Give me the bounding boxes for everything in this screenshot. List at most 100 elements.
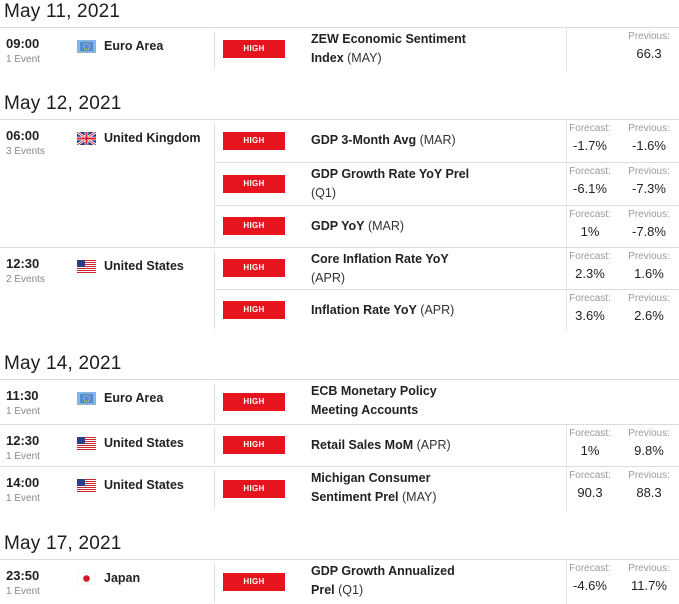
event-row[interactable]: HIGH Inflation Rate YoY (APR) Forecast: 3.6… <box>214 289 679 331</box>
previous-label: Previous: <box>628 209 670 220</box>
event-title[interactable]: Michigan Consumer Sentiment Prel (MAY) <box>311 469 471 507</box>
forecast-value: 2.3% <box>575 266 605 281</box>
values-divider <box>566 289 567 331</box>
previous-label: Previous: <box>628 470 670 481</box>
euro-area-flag-icon <box>77 392 96 405</box>
column-divider <box>214 383 215 422</box>
event-row[interactable]: HIGH ECB Monetary Policy Meeting Accounts <box>214 379 679 424</box>
forecast-value: 90.3 <box>577 485 603 500</box>
forecast-label: Forecast: <box>569 563 611 574</box>
event-row[interactable]: HIGH GDP YoY (MAR) Forecast: 1% Previous: -7.… <box>214 205 679 247</box>
event-count: 2 Events <box>6 274 45 285</box>
previous-value: -7.8% <box>632 224 666 239</box>
event-period: (MAR) <box>367 219 405 233</box>
country-name: United States <box>104 436 184 450</box>
event-title[interactable]: GDP 3-Month Avg (MAR) <box>311 131 471 150</box>
previous-value: 1.6% <box>634 266 664 281</box>
event-count: 1 Event <box>6 586 40 597</box>
previous-value: 66.3 <box>636 46 662 61</box>
event-period: (Q1) <box>338 583 364 597</box>
forecast-label: Forecast: <box>569 293 611 304</box>
event-title[interactable]: ZEW Economic Sentiment Index (MAY) <box>311 30 471 68</box>
row-divider <box>214 289 679 290</box>
impact-badge: HIGH <box>223 436 285 454</box>
event-time: 06:00 <box>6 128 40 143</box>
event-name: Inflation Rate YoY <box>311 303 417 317</box>
us-flag-icon <box>77 437 96 450</box>
event-group: 11:30 1 Event Euro Area HIGH ECB Monetary Po… <box>0 379 679 424</box>
forecast-value: 3.6% <box>575 308 605 323</box>
previous-label: Previous: <box>628 166 670 177</box>
column-divider <box>214 470 215 509</box>
values-divider <box>566 424 567 466</box>
country-name: Euro Area <box>104 391 164 405</box>
values-divider <box>566 466 567 511</box>
event-time: 11:30 <box>6 388 39 403</box>
event-row[interactable]: HIGH GDP Growth Annualized Prel (Q1) Forec… <box>214 559 679 604</box>
event-row[interactable]: HIGH Retail Sales MoM (APR) Forecast: 1% Pre… <box>214 424 679 466</box>
forecast-value: -6.1% <box>573 181 607 196</box>
event-time: 12:30 <box>6 256 40 271</box>
event-group: 23:50 1 Event Japan HIGH GDP Growth Annualiz… <box>0 559 679 604</box>
previous-label: Previous: <box>628 31 670 42</box>
forecast-value: -4.6% <box>573 578 607 593</box>
forecast-label: Forecast: <box>569 470 611 481</box>
forecast-value: -1.7% <box>573 138 607 153</box>
divider <box>0 247 679 248</box>
impact-badge: HIGH <box>223 259 285 277</box>
us-flag-icon <box>77 260 96 273</box>
event-name: GDP 3-Month Avg <box>311 133 417 147</box>
event-title[interactable]: Core Inflation Rate YoY (APR) <box>311 250 471 288</box>
previous-value: 11.7% <box>631 578 667 593</box>
euro-area-flag-icon <box>77 40 96 53</box>
event-group: 06:00 3 Events United Kingdom HIGH GDP 3-Mon… <box>0 119 679 247</box>
event-title[interactable]: GDP Growth Rate YoY Prel (Q1) <box>311 165 471 203</box>
event-name: Core Inflation Rate YoY <box>311 252 449 266</box>
impact-badge: HIGH <box>223 573 285 591</box>
impact-badge: HIGH <box>223 132 285 150</box>
event-row[interactable]: HIGH Core Inflation Rate YoY (APR) Forecas… <box>214 247 679 289</box>
impact-badge: HIGH <box>223 480 285 498</box>
event-period: (MAY) <box>347 51 382 65</box>
country-name: United Kingdom <box>104 131 201 145</box>
event-period: (APR) <box>416 438 451 452</box>
divider <box>0 379 679 380</box>
event-title[interactable]: Inflation Rate YoY (APR) <box>311 301 471 320</box>
event-title[interactable]: GDP Growth Annualized Prel (Q1) <box>311 562 471 600</box>
event-count: 1 Event <box>6 451 40 462</box>
event-name: Michigan Consumer Sentiment Prel <box>311 471 431 504</box>
impact-badge: HIGH <box>223 40 285 58</box>
forecast-value: 1% <box>580 224 600 239</box>
event-row[interactable]: HIGH GDP Growth Rate YoY Prel (Q1) Forecas… <box>214 162 679 205</box>
event-name: GDP Growth Annualized Prel <box>311 564 455 597</box>
forecast-label: Forecast: <box>569 166 611 177</box>
impact-badge: HIGH <box>223 393 285 411</box>
divider <box>0 424 679 425</box>
country-name: United States <box>104 478 184 492</box>
impact-badge: HIGH <box>223 217 285 235</box>
values-divider <box>566 119 567 162</box>
event-row[interactable]: HIGH GDP 3-Month Avg (MAR) Forecast: -1.7% P… <box>214 119 679 162</box>
row-divider <box>214 205 679 206</box>
forecast-value: 1% <box>580 443 600 458</box>
us-flag-icon <box>77 479 96 492</box>
column-divider <box>214 563 215 602</box>
values-divider <box>566 205 567 247</box>
event-name: ZEW Economic Sentiment Index <box>311 32 466 65</box>
values-divider <box>566 247 567 289</box>
previous-label: Previous: <box>628 428 670 439</box>
event-row[interactable]: HIGH Michigan Consumer Sentiment Prel (MA… <box>214 466 679 511</box>
previous-value: 9.8% <box>634 443 664 458</box>
forecast-label: Forecast: <box>569 123 611 134</box>
event-period: (APR) <box>311 271 346 285</box>
event-title[interactable]: ECB Monetary Policy Meeting Accounts <box>311 382 471 420</box>
country-name: Japan <box>104 571 141 585</box>
column-divider <box>214 251 215 329</box>
event-title[interactable]: Retail Sales MoM (APR) <box>311 436 471 455</box>
event-time: 23:50 <box>6 568 40 583</box>
event-count: 3 Events <box>6 146 45 157</box>
event-title[interactable]: GDP YoY (MAR) <box>311 217 471 236</box>
previous-value: 88.3 <box>636 485 662 500</box>
event-row[interactable]: HIGH ZEW Economic Sentiment Index (MAY) Pr… <box>214 27 679 71</box>
column-divider <box>214 428 215 464</box>
